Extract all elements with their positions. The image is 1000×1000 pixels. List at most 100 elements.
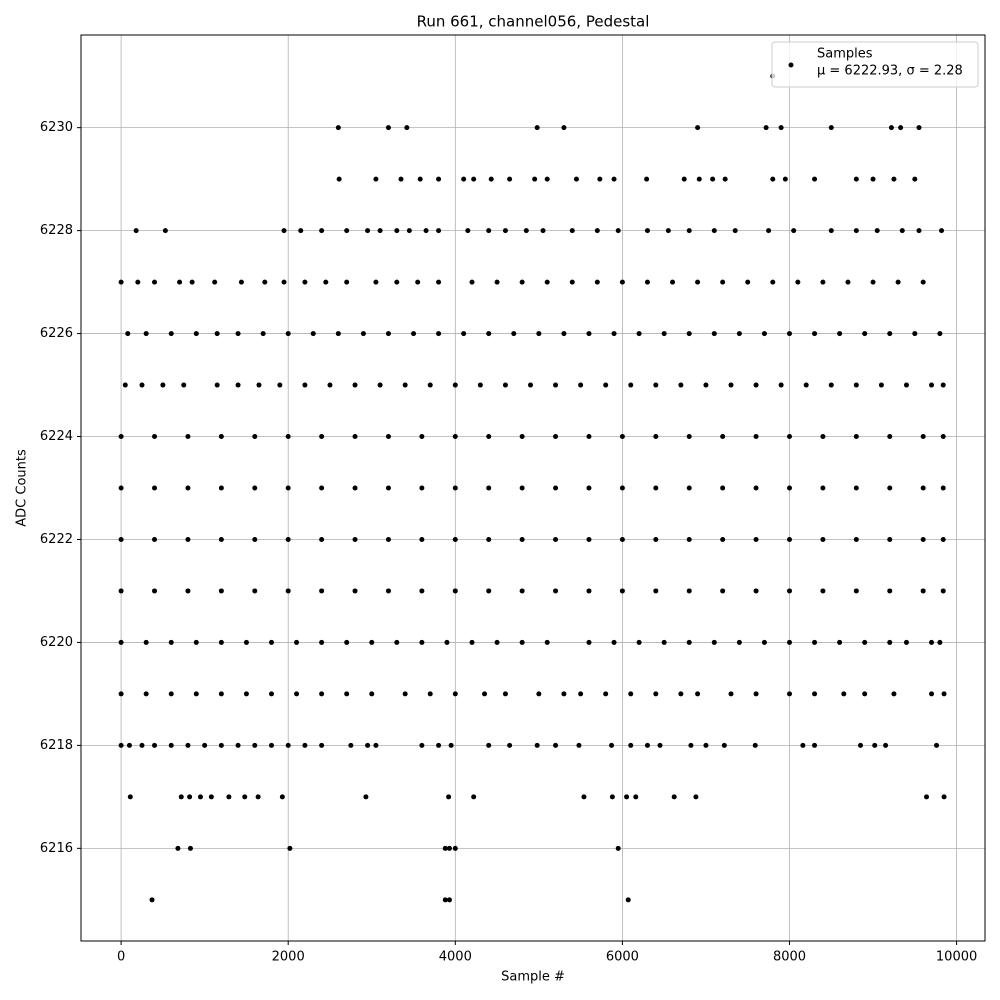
y-tick-label: 6220 (40, 635, 73, 650)
point (411, 331, 417, 337)
point (404, 125, 410, 131)
point (285, 434, 291, 440)
point (394, 228, 400, 234)
point (703, 382, 709, 388)
point (226, 794, 232, 800)
point (285, 536, 291, 542)
point (711, 639, 717, 645)
point (653, 382, 659, 388)
point (544, 176, 550, 182)
point (720, 485, 726, 491)
point (581, 794, 587, 800)
point (243, 691, 249, 697)
point (238, 279, 244, 285)
point (940, 434, 946, 440)
point (218, 434, 224, 440)
point (268, 639, 274, 645)
point (703, 742, 709, 748)
point (327, 382, 333, 388)
point (143, 331, 149, 337)
point (436, 176, 442, 182)
point (214, 331, 220, 337)
point (442, 897, 448, 903)
point (452, 434, 458, 440)
point (837, 331, 843, 337)
point (126, 742, 132, 748)
point (344, 279, 350, 285)
point (212, 279, 218, 285)
point (858, 742, 864, 748)
point (657, 742, 663, 748)
point (728, 691, 734, 697)
point (934, 742, 940, 748)
point (523, 228, 529, 234)
point (335, 331, 341, 337)
point (688, 742, 694, 748)
point (812, 691, 818, 697)
point (352, 434, 358, 440)
point (553, 382, 559, 388)
point (527, 382, 533, 388)
point (576, 742, 582, 748)
point (287, 845, 293, 851)
point (853, 588, 859, 594)
point (255, 794, 261, 800)
point (745, 279, 751, 285)
point (352, 588, 358, 594)
point (486, 588, 492, 594)
point (185, 742, 191, 748)
point (185, 536, 191, 542)
point (597, 176, 603, 182)
point (168, 742, 174, 748)
y-tick-label: 6230 (40, 120, 73, 135)
point (553, 434, 559, 440)
point (937, 331, 943, 337)
point (469, 639, 475, 645)
point (686, 588, 692, 594)
point (185, 434, 191, 440)
point (143, 691, 149, 697)
point (385, 536, 391, 542)
point (436, 228, 442, 234)
point (887, 485, 893, 491)
point (268, 742, 274, 748)
point (878, 382, 884, 388)
point (319, 588, 325, 594)
point (753, 588, 759, 594)
point (615, 228, 621, 234)
point (218, 588, 224, 594)
point (761, 331, 767, 337)
point (252, 434, 258, 440)
point (586, 485, 592, 491)
point (609, 742, 615, 748)
point (365, 228, 371, 234)
point (862, 331, 868, 337)
point (578, 691, 584, 697)
point (786, 485, 792, 491)
point (898, 125, 904, 131)
point (929, 639, 935, 645)
point (812, 176, 818, 182)
point (870, 176, 876, 182)
point (763, 125, 769, 131)
point (118, 588, 124, 594)
point (586, 331, 592, 337)
point (168, 691, 174, 697)
point (152, 742, 158, 748)
point (853, 176, 859, 182)
point (644, 228, 650, 234)
point (619, 536, 625, 542)
point (302, 382, 308, 388)
point (214, 382, 220, 388)
point (828, 228, 834, 234)
point (344, 691, 350, 697)
point (586, 434, 592, 440)
point (519, 485, 525, 491)
point (665, 228, 671, 234)
point (519, 588, 525, 594)
point (352, 485, 358, 491)
point (941, 691, 947, 697)
point (853, 382, 859, 388)
point (427, 691, 433, 697)
point (795, 279, 801, 285)
